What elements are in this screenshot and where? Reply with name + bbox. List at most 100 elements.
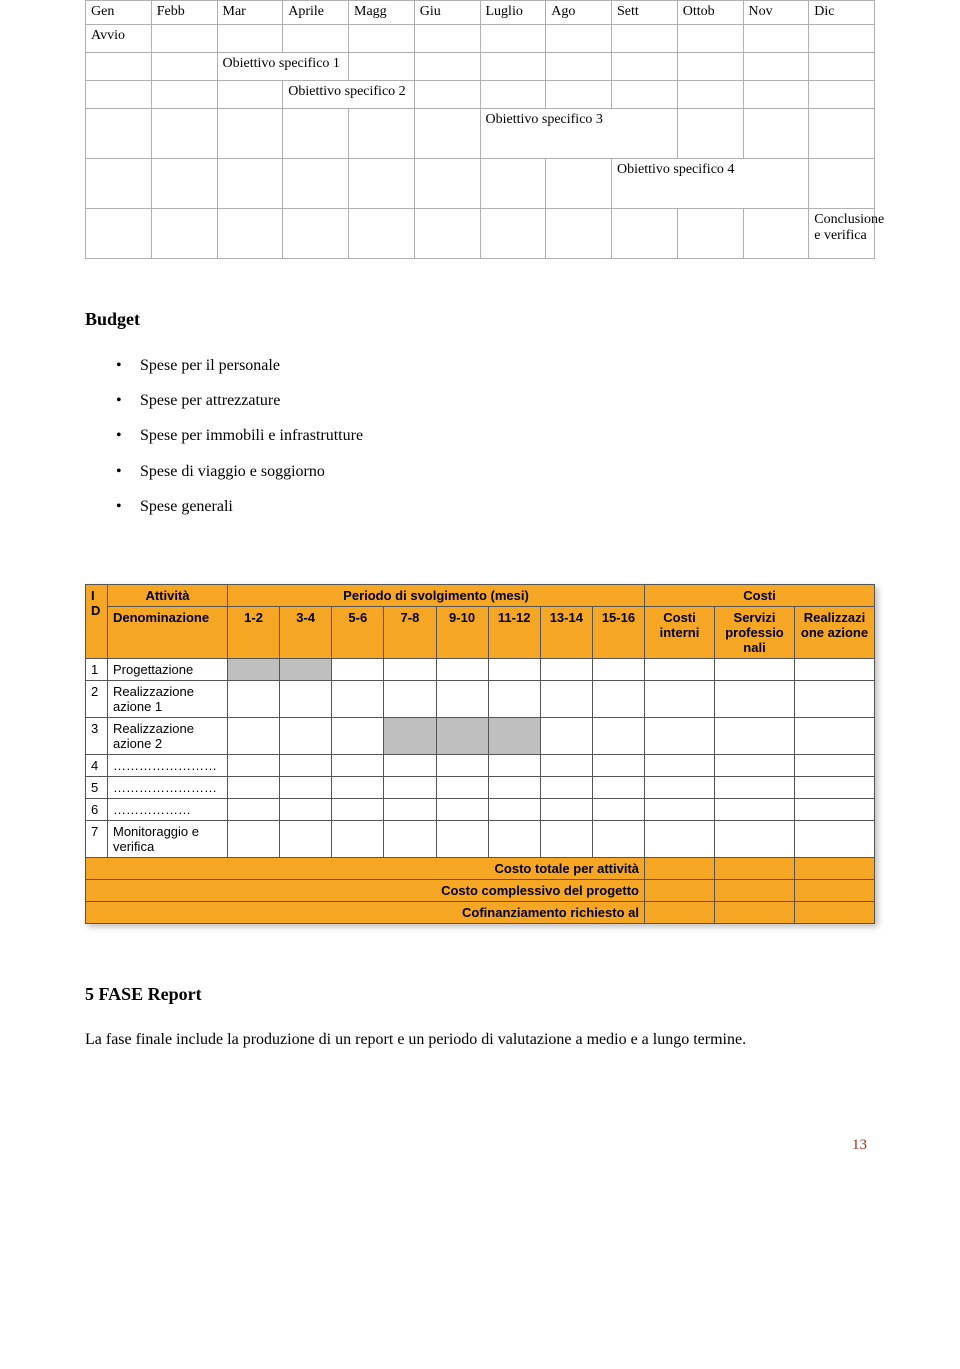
- gantt-row: Avvio: [86, 25, 875, 53]
- activity-period-cell: [384, 658, 436, 680]
- gantt-cell: [349, 109, 415, 159]
- activity-cost-cell: [715, 754, 795, 776]
- activity-period-cell: [384, 820, 436, 857]
- cost-col: Realizzazi one azione: [795, 606, 875, 658]
- col-denom: Denominazione: [108, 606, 228, 658]
- activity-period-cell: [280, 680, 332, 717]
- gantt-month: Dic: [809, 1, 875, 25]
- budget-item: Spese per immobili e infrastrutture: [140, 418, 875, 453]
- activity-period-cell: [332, 798, 384, 820]
- budget-item: Spese di viaggio e soggiorno: [140, 454, 875, 489]
- activity-cost-cell: [645, 798, 715, 820]
- period-col: 7-8: [384, 606, 436, 658]
- gantt-month: Febb: [151, 1, 217, 25]
- gantt-cell: [414, 159, 480, 209]
- gantt-cell: [283, 159, 349, 209]
- gantt-cell: [809, 81, 875, 109]
- col-costi: Costi: [645, 584, 875, 606]
- gantt-cell: [743, 53, 809, 81]
- gantt-cell: [349, 53, 415, 81]
- activity-period-cell: [592, 680, 644, 717]
- gantt-month: Gen: [86, 1, 152, 25]
- activity-period-cell: [592, 776, 644, 798]
- activity-period-cell: [436, 717, 488, 754]
- budget-heading: Budget: [85, 309, 875, 330]
- gantt-cell: [480, 53, 546, 81]
- activity-cost-cell: [715, 658, 795, 680]
- gantt-cell: [283, 25, 349, 53]
- period-col: 11-12: [488, 606, 540, 658]
- gantt-cell: [414, 81, 480, 109]
- activity-name: Progettazione: [108, 658, 228, 680]
- activity-name: Realizzazione azione 1: [108, 680, 228, 717]
- activity-period-cell: [384, 754, 436, 776]
- activity-name: ……………………: [108, 754, 228, 776]
- activity-period-cell: [228, 820, 280, 857]
- total-cell: [715, 901, 795, 923]
- gantt-cell: [151, 53, 217, 81]
- budget-item: Spese per attrezzature: [140, 383, 875, 418]
- page-number: 13: [85, 1137, 875, 1154]
- activity-id: 7: [86, 820, 108, 857]
- gantt-cell: [349, 159, 415, 209]
- gantt-cell: [743, 81, 809, 109]
- budget-list: Spese per il personale Spese per attrezz…: [85, 348, 875, 524]
- gantt-cell: [414, 209, 480, 259]
- activity-period-cell: [332, 680, 384, 717]
- gantt-cell: [480, 159, 546, 209]
- activity-period-cell: [332, 754, 384, 776]
- activity-name: Realizzazione azione 2: [108, 717, 228, 754]
- activity-cost-cell: [795, 820, 875, 857]
- gantt-cell: [217, 25, 283, 53]
- activity-id: 2: [86, 680, 108, 717]
- gantt-cell: [809, 109, 875, 159]
- activity-period-cell: [332, 717, 384, 754]
- activity-period-cell: [384, 680, 436, 717]
- gantt-cell: [414, 53, 480, 81]
- activity-period-cell: [488, 754, 540, 776]
- gantt-cell: [151, 25, 217, 53]
- activity-period-cell: [540, 776, 592, 798]
- activity-period-cell: [488, 798, 540, 820]
- activity-table: I D Attività Periodo di svolgimento (mes…: [85, 584, 875, 924]
- activity-period-cell: [488, 820, 540, 857]
- activity-cost-cell: [795, 798, 875, 820]
- activity-period-cell: [540, 680, 592, 717]
- gantt-cell: [217, 81, 283, 109]
- gantt-cell: [809, 25, 875, 53]
- activity-name: ………………: [108, 798, 228, 820]
- total-cell: [645, 879, 715, 901]
- report-text: La fase finale include la produzione di …: [85, 1023, 875, 1057]
- activity-period-cell: [436, 798, 488, 820]
- col-attivita: Attività: [108, 584, 228, 606]
- activity-period-cell: [332, 820, 384, 857]
- gantt-month: Giu: [414, 1, 480, 25]
- activity-cost-cell: [645, 754, 715, 776]
- activity-period-cell: [228, 717, 280, 754]
- activity-id: 1: [86, 658, 108, 680]
- activity-period-cell: [592, 717, 644, 754]
- gantt-cell: [217, 159, 283, 209]
- gantt-cell: [809, 53, 875, 81]
- gantt-cell: [546, 159, 612, 209]
- cost-col: Servizi professio nali: [715, 606, 795, 658]
- activity-table-wrap: I D Attività Periodo di svolgimento (mes…: [85, 584, 875, 924]
- gantt-cell: Obiettivo specifico 3: [480, 109, 677, 159]
- gantt-cell: [677, 25, 743, 53]
- report-heading: 5 FASE Report: [85, 984, 875, 1005]
- total-cell: [795, 879, 875, 901]
- activity-name: Monitoraggio e verifica: [108, 820, 228, 857]
- gantt-row: Conclusione e verifica: [86, 209, 875, 259]
- gantt-cell: [677, 81, 743, 109]
- activity-id: 3: [86, 717, 108, 754]
- gantt-cell: Obiettivo specifico 2: [283, 81, 415, 109]
- gantt-cell: [151, 159, 217, 209]
- activity-period-cell: [332, 658, 384, 680]
- gantt-cell: [612, 81, 678, 109]
- gantt-cell: [743, 109, 809, 159]
- activity-period-cell: [228, 658, 280, 680]
- gantt-month: Aprile: [283, 1, 349, 25]
- gantt-month: Luglio: [480, 1, 546, 25]
- gantt-cell: Obiettivo specifico 4: [612, 159, 809, 209]
- gantt-cell: [612, 209, 678, 259]
